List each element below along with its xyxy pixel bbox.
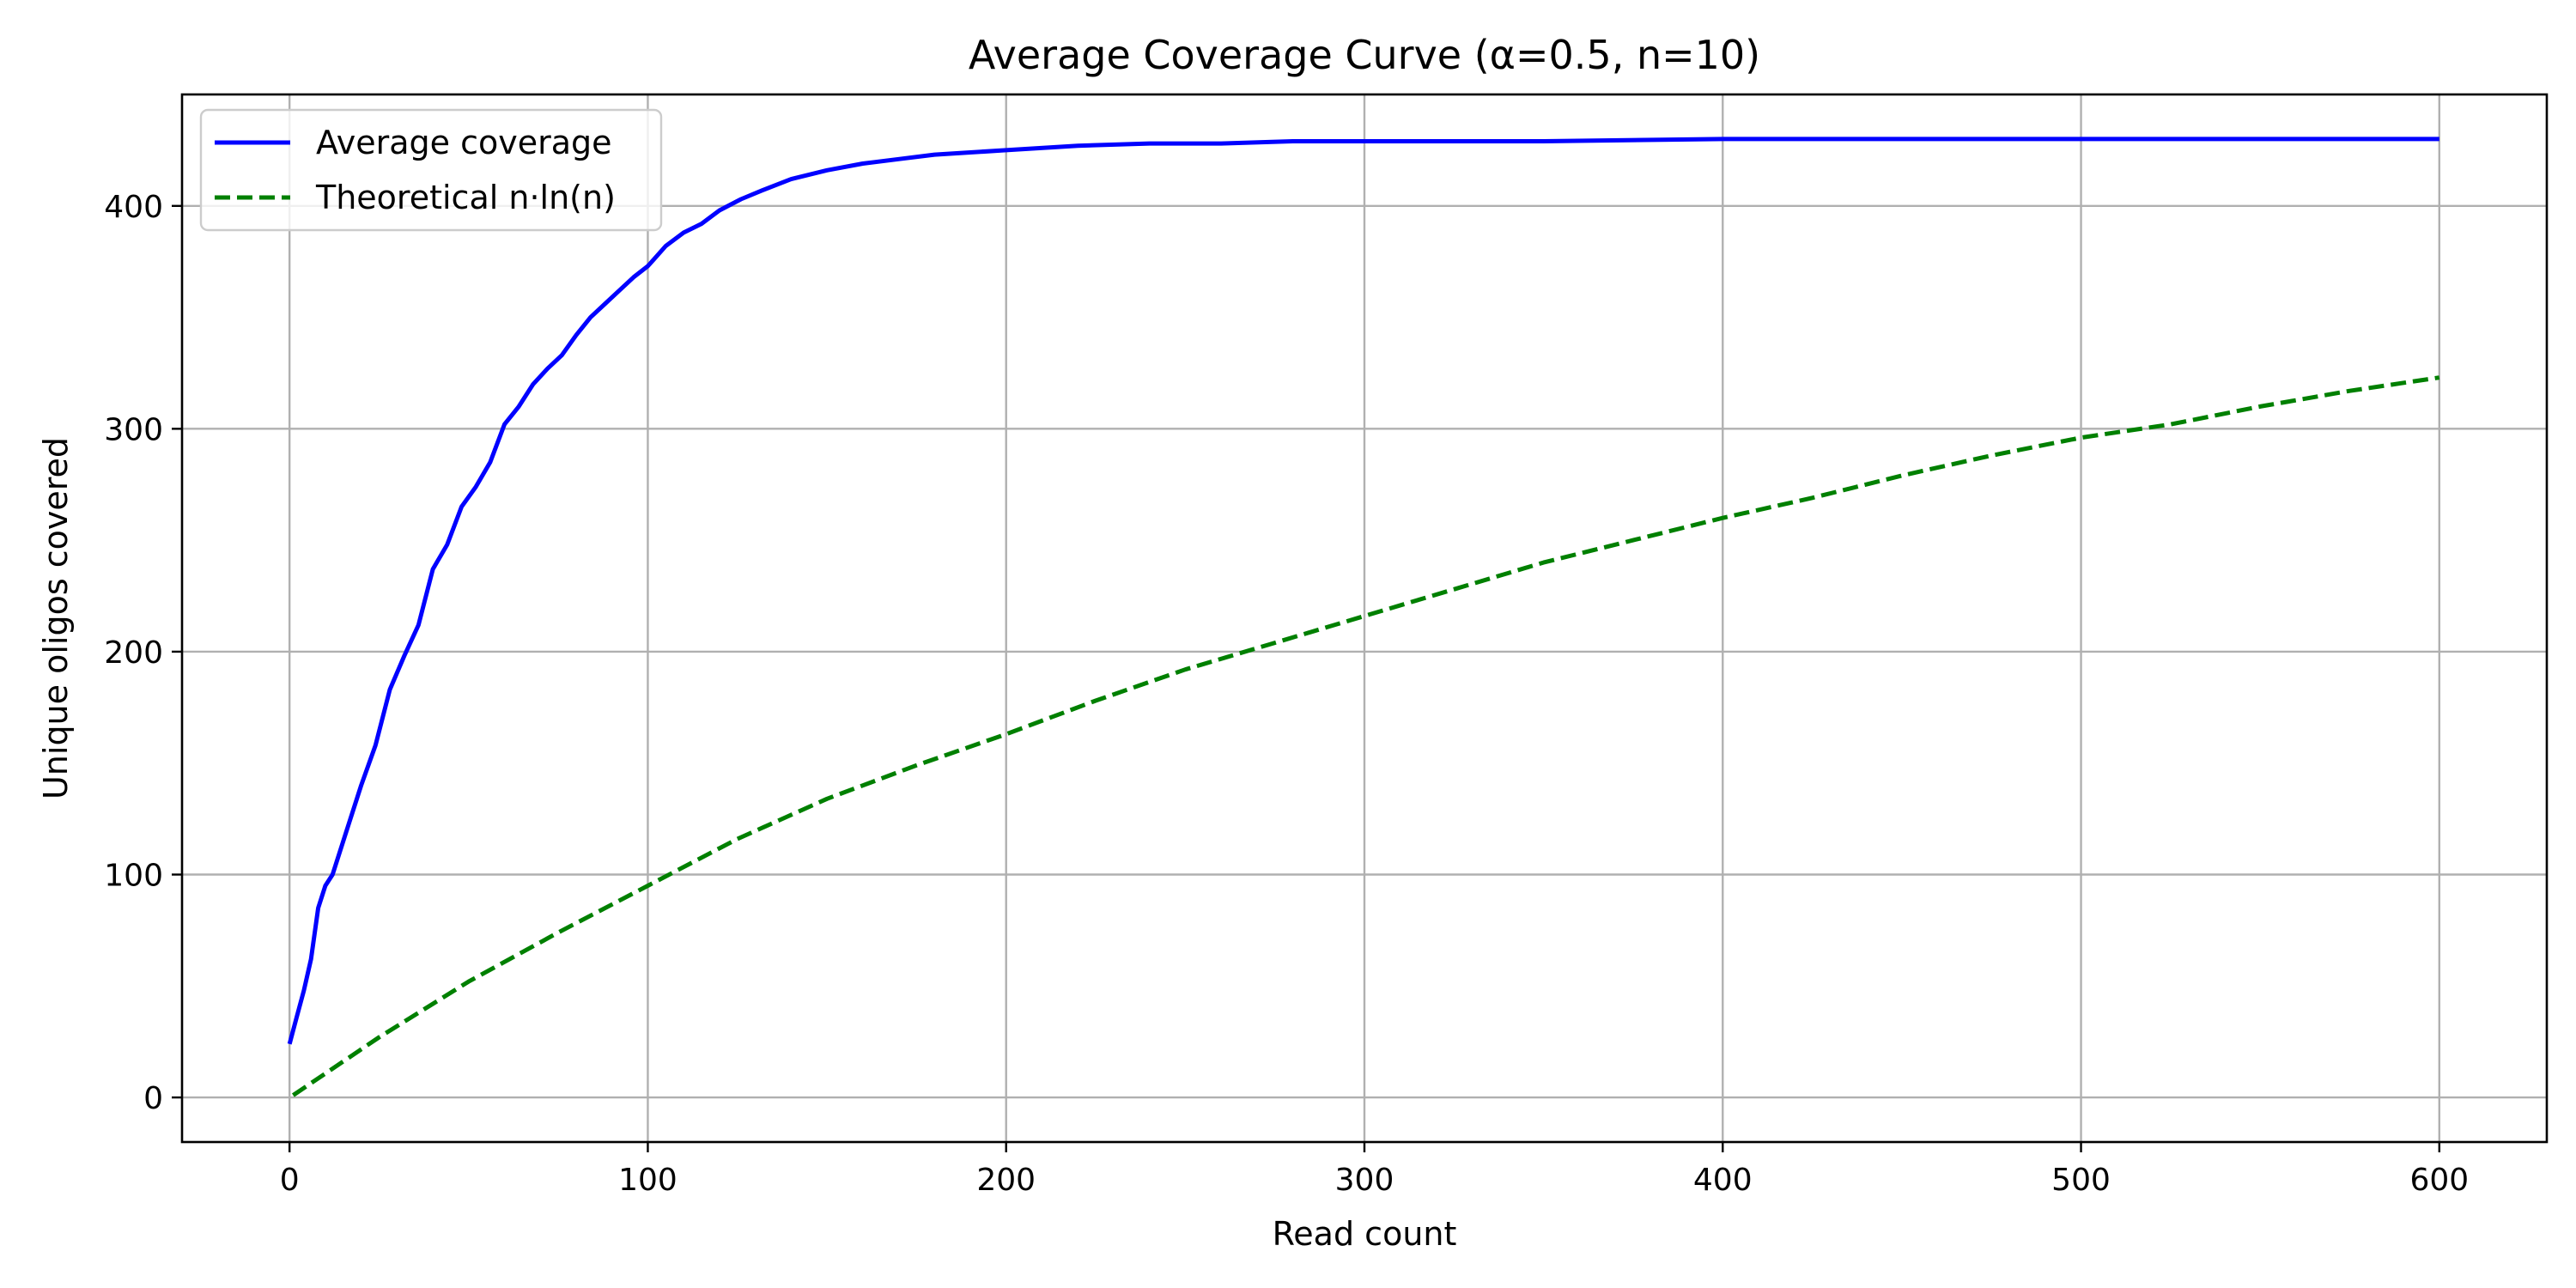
x-tick-label: 500: [2051, 1163, 2111, 1198]
y-tick-label: 100: [104, 859, 163, 894]
chart-title: Average Coverage Curve (α=0.5, n=10): [969, 32, 1760, 78]
legend-box: [199, 108, 663, 232]
x-tick-label: 300: [1335, 1163, 1394, 1198]
x-tick-label: 200: [976, 1163, 1036, 1198]
series-lines: [287, 137, 2440, 1097]
y-axis-label: Unique oligos covered: [37, 437, 75, 799]
x-axis-label: Read count: [1273, 1215, 1457, 1253]
x-tick-label: 100: [618, 1163, 677, 1198]
y-tick-label: 400: [104, 190, 163, 225]
legend-label-average-coverage: Average coverage: [316, 124, 612, 161]
axis-ticks: 0 100 200 300 400 500 600 0 100 200 300 400: [104, 190, 2469, 1198]
series-line-theoretical: [292, 375, 2440, 1097]
y-tick-label: 200: [104, 635, 163, 671]
grid-lines: [182, 94, 2547, 1142]
x-tick-label: 600: [2409, 1163, 2469, 1198]
legend-label-theoretical: Theoretical n·ln(n): [315, 179, 616, 216]
legend: Average coverage Theoretical n·ln(n): [199, 108, 663, 232]
series-line-average-coverage: [287, 137, 2439, 1045]
y-tick-label: 0: [143, 1081, 163, 1116]
y-tick-label: 300: [104, 412, 163, 447]
x-tick-label: 400: [1693, 1163, 1753, 1198]
x-tick-label: 0: [280, 1163, 300, 1198]
